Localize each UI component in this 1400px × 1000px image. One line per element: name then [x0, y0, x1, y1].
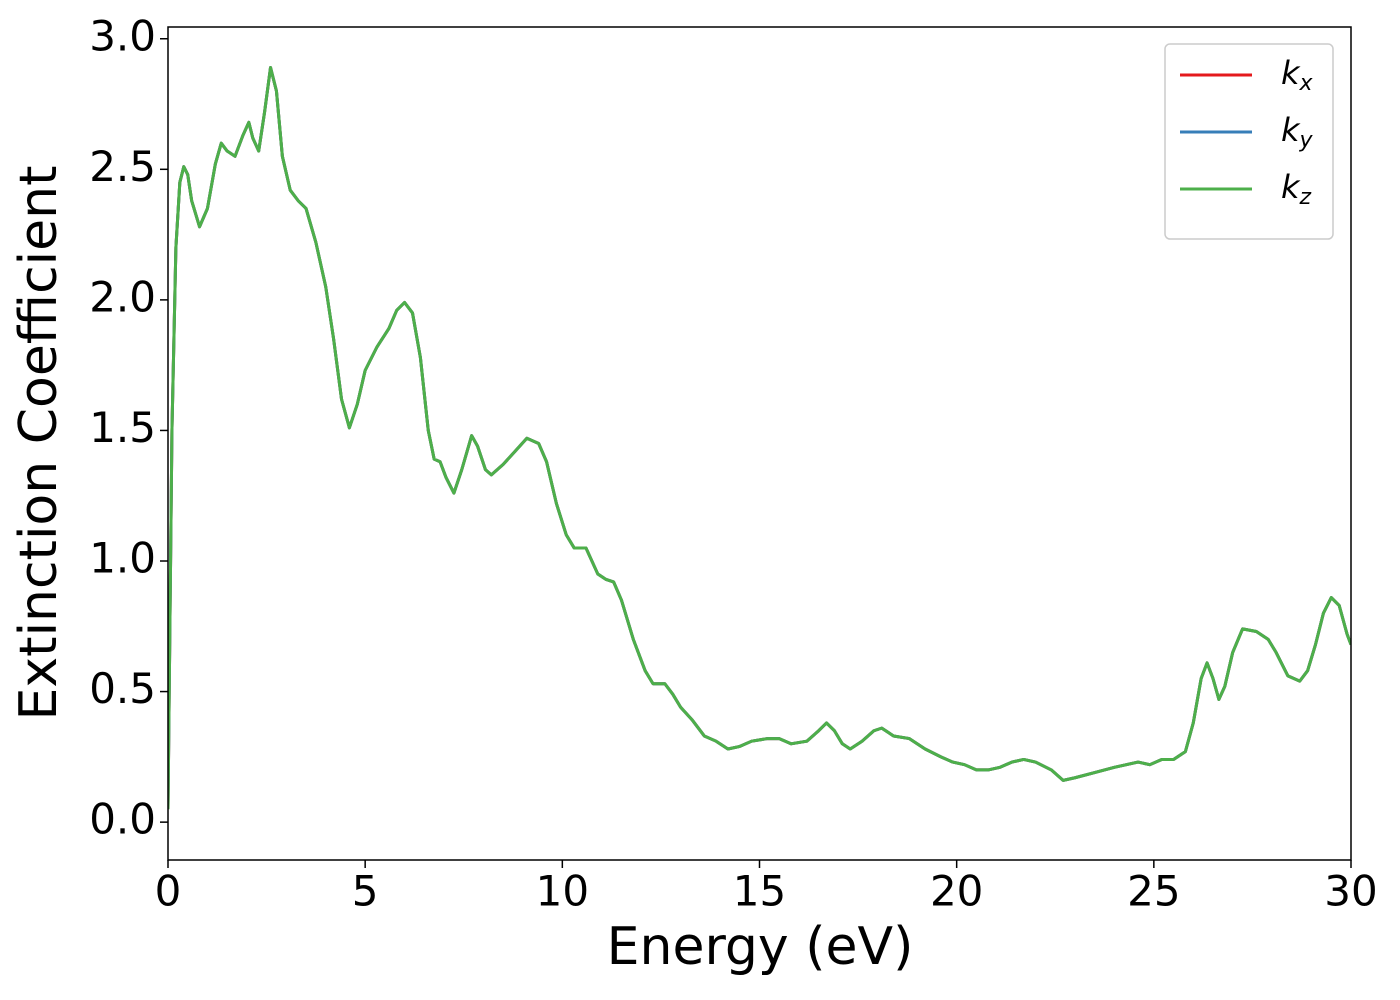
y-tick-label: 2.5 [89, 142, 156, 191]
plot-frame [167, 26, 1352, 861]
data-line [168, 65, 1351, 810]
legend-label: kx [1281, 54, 1314, 96]
y-tick-label: 1.5 [89, 403, 156, 452]
x-tick-label: 25 [1127, 867, 1180, 916]
x-tick-label: 30 [1324, 867, 1377, 916]
legend-label: ky [1281, 111, 1314, 153]
y-tick-label: 2.0 [89, 272, 156, 321]
y-tick-label: 3.0 [89, 11, 156, 60]
x-tick-label: 0 [155, 867, 182, 916]
y-tick-label: 0.5 [89, 664, 156, 713]
x-axis-label: Energy (eV) [607, 917, 914, 977]
y-tick-label: 0.0 [89, 795, 156, 844]
legend: kx ky kz [1164, 43, 1334, 240]
x-tick-label: 10 [536, 867, 589, 916]
y-tick-label: 1.0 [89, 534, 156, 583]
x-tick-label: 5 [352, 867, 379, 916]
legend-label: kz [1281, 168, 1312, 210]
y-axis-label: Extinction Coefficient [9, 166, 69, 721]
x-tick-label: 20 [930, 867, 983, 916]
x-tick-label: 15 [733, 867, 786, 916]
